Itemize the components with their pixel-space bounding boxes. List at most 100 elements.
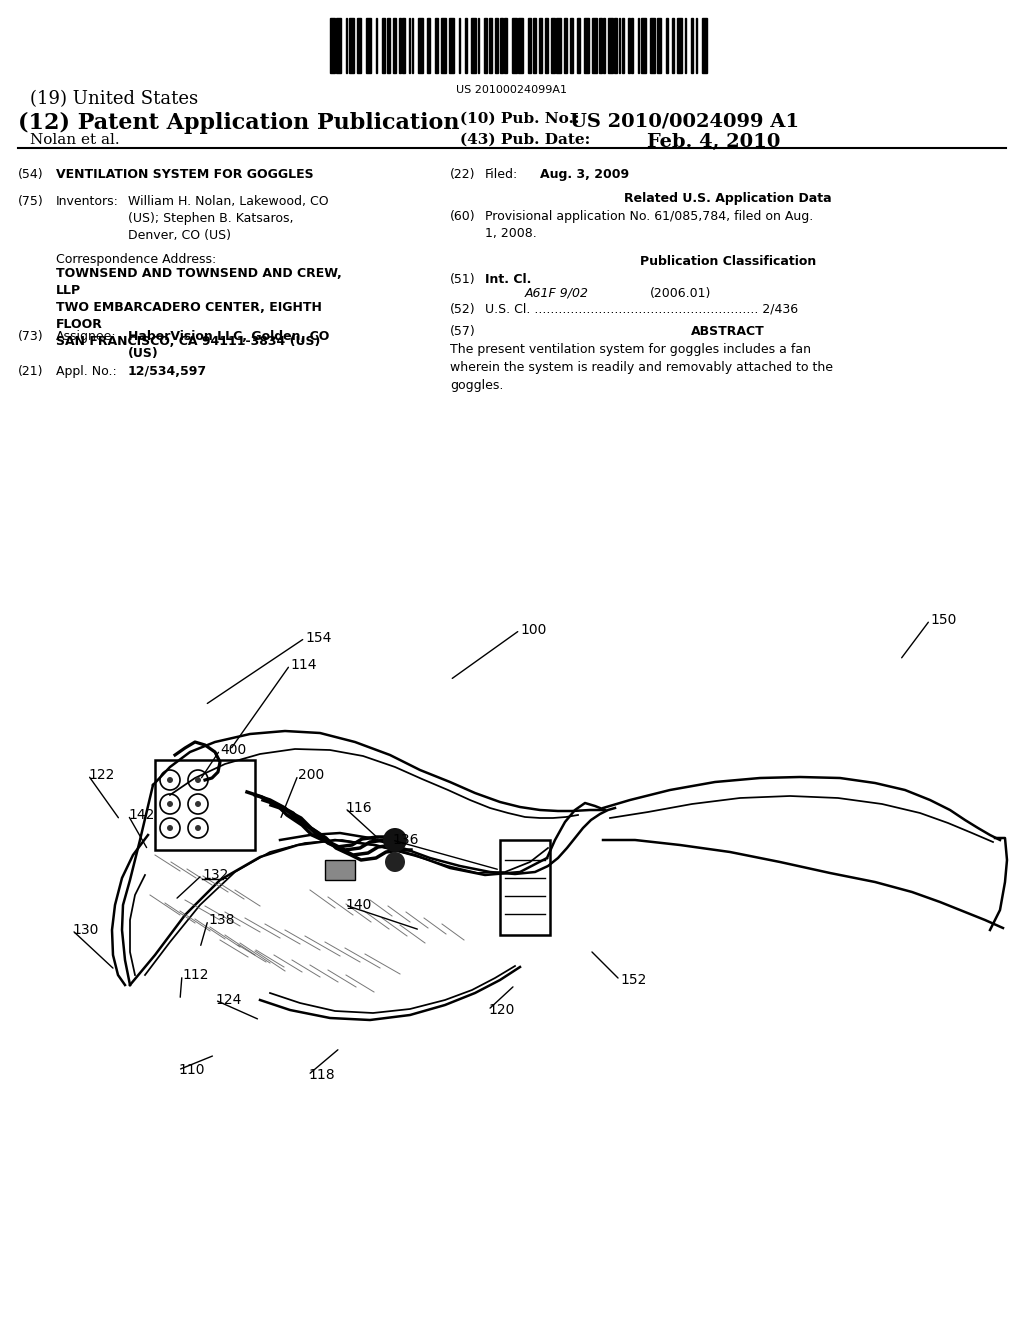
- Text: 130: 130: [72, 923, 98, 937]
- Text: VENTILATION SYSTEM FOR GOGGLES: VENTILATION SYSTEM FOR GOGGLES: [56, 168, 313, 181]
- Bar: [650, 18, 655, 73]
- Bar: [402, 18, 406, 73]
- Bar: [386, 18, 390, 73]
- Bar: [512, 18, 517, 73]
- Bar: [330, 18, 335, 73]
- Text: Correspondence Address:: Correspondence Address:: [56, 253, 216, 267]
- Text: (52): (52): [450, 304, 475, 315]
- Bar: [441, 18, 446, 73]
- Text: 120: 120: [488, 1003, 514, 1016]
- Text: 400: 400: [220, 743, 246, 756]
- Text: Inventors:: Inventors:: [56, 195, 119, 209]
- Circle shape: [385, 851, 406, 873]
- Bar: [618, 18, 621, 73]
- Text: (75): (75): [18, 195, 44, 209]
- Bar: [418, 18, 423, 73]
- Text: 116: 116: [345, 801, 372, 814]
- Bar: [409, 18, 410, 73]
- Text: (10) Pub. No.:: (10) Pub. No.:: [460, 112, 580, 125]
- Bar: [504, 18, 508, 73]
- Circle shape: [167, 801, 173, 807]
- Bar: [336, 18, 341, 73]
- Bar: [564, 18, 567, 73]
- Circle shape: [167, 777, 173, 783]
- Bar: [356, 18, 361, 73]
- Text: Appl. No.:: Appl. No.:: [56, 366, 117, 378]
- Text: (21): (21): [18, 366, 43, 378]
- Text: 200: 200: [298, 768, 325, 781]
- Bar: [641, 18, 645, 73]
- Text: US 2010/0024099 A1: US 2010/0024099 A1: [570, 112, 799, 129]
- Bar: [459, 18, 461, 73]
- Bar: [477, 18, 479, 73]
- Bar: [346, 18, 347, 73]
- Text: 138: 138: [208, 913, 234, 927]
- Bar: [465, 18, 467, 73]
- Text: ABSTRACT: ABSTRACT: [691, 325, 765, 338]
- Text: 136: 136: [392, 833, 419, 847]
- Bar: [450, 18, 454, 73]
- Bar: [691, 18, 692, 73]
- Bar: [614, 18, 617, 73]
- Bar: [367, 18, 371, 73]
- Text: (22): (22): [450, 168, 475, 181]
- Text: 140: 140: [345, 898, 372, 912]
- Bar: [532, 18, 536, 73]
- Bar: [471, 18, 476, 73]
- Bar: [556, 18, 561, 73]
- Text: (73): (73): [18, 330, 44, 343]
- Text: 150: 150: [930, 612, 956, 627]
- Circle shape: [167, 825, 173, 832]
- Circle shape: [195, 801, 201, 807]
- Bar: [666, 18, 668, 73]
- Text: William H. Nolan, Lakewood, CO
(US); Stephen B. Katsaros,
Denver, CO (US): William H. Nolan, Lakewood, CO (US); Ste…: [128, 195, 329, 242]
- Text: TOWNSEND AND TOWNSEND AND CREW,
LLP
TWO EMBARCADERO CENTER, EIGHTH
FLOOR
SAN FRA: TOWNSEND AND TOWNSEND AND CREW, LLP TWO …: [56, 267, 342, 348]
- Text: 152: 152: [620, 973, 646, 987]
- Bar: [585, 18, 589, 73]
- Text: Related U.S. Application Data: Related U.S. Application Data: [625, 191, 831, 205]
- Bar: [598, 18, 602, 73]
- Text: (19) United States: (19) United States: [30, 90, 198, 108]
- Bar: [518, 18, 523, 73]
- Text: 12/534,597: 12/534,597: [128, 366, 207, 378]
- Text: 100: 100: [520, 623, 547, 638]
- Bar: [412, 18, 414, 73]
- Bar: [500, 840, 550, 935]
- Text: Feb. 4, 2010: Feb. 4, 2010: [646, 133, 780, 150]
- Circle shape: [195, 825, 201, 832]
- Text: 142: 142: [128, 808, 155, 822]
- Text: 132: 132: [202, 869, 228, 882]
- Bar: [702, 18, 707, 73]
- Text: (12) Patent Application Publication: (12) Patent Application Publication: [18, 112, 460, 135]
- Bar: [608, 18, 612, 73]
- Bar: [570, 18, 573, 73]
- Bar: [592, 18, 597, 73]
- Text: (51): (51): [450, 273, 475, 286]
- Text: 112: 112: [182, 968, 209, 982]
- Text: U.S. Cl. ........................................................ 2/436: U.S. Cl. ...............................…: [485, 304, 798, 315]
- Text: Int. Cl.: Int. Cl.: [485, 273, 531, 286]
- Bar: [399, 18, 400, 73]
- Bar: [656, 18, 662, 73]
- Text: 118: 118: [308, 1068, 335, 1082]
- Bar: [632, 18, 633, 73]
- Bar: [603, 18, 605, 73]
- Text: (60): (60): [450, 210, 475, 223]
- Text: A61F 9/02: A61F 9/02: [525, 286, 589, 300]
- Text: Assignee:: Assignee:: [56, 330, 117, 343]
- Text: 122: 122: [88, 768, 115, 781]
- Bar: [629, 18, 630, 73]
- Bar: [577, 18, 580, 73]
- Text: 114: 114: [290, 657, 316, 672]
- Bar: [435, 18, 438, 73]
- Bar: [427, 18, 430, 73]
- Bar: [685, 18, 686, 73]
- Text: (43) Pub. Date:: (43) Pub. Date:: [460, 133, 590, 147]
- Text: Nolan et al.: Nolan et al.: [30, 133, 120, 147]
- Bar: [551, 18, 555, 73]
- Text: Aug. 3, 2009: Aug. 3, 2009: [540, 168, 629, 181]
- Bar: [484, 18, 487, 73]
- Bar: [696, 18, 697, 73]
- Bar: [677, 18, 682, 73]
- Text: (57): (57): [450, 325, 476, 338]
